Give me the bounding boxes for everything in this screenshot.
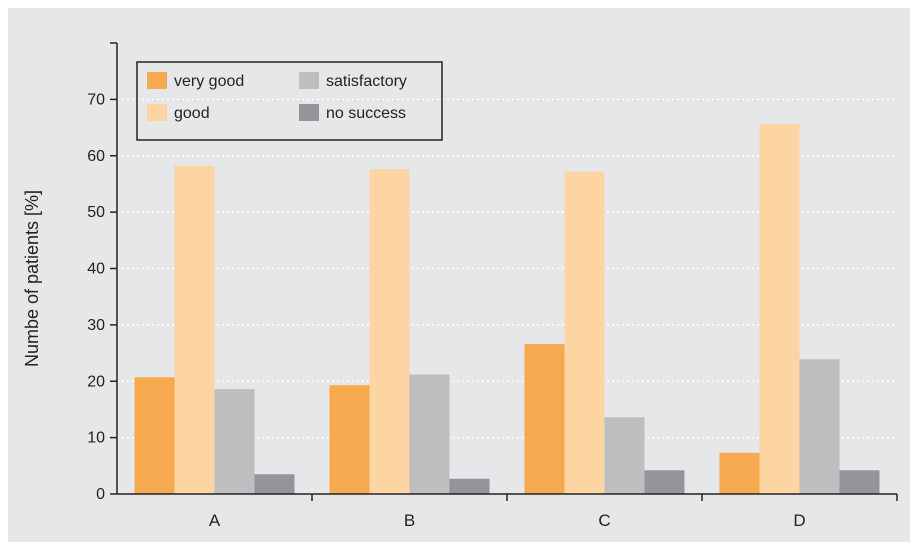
bars [134,124,880,495]
legend-swatch-very-good [147,72,167,89]
bar-B-no-success [449,478,490,494]
y-axis-ticks: 0 10 20 30 40 50 60 70 [87,42,117,503]
bar-D-very-good [719,452,760,494]
y-tick-label: 30 [87,317,105,334]
y-tick-label: 10 [87,430,105,447]
y-tick-label: 20 [87,373,105,390]
y-tick-label: 50 [87,204,105,221]
bar-C-very-good [524,344,565,494]
bar-A-no-success [254,474,295,494]
bar-D-no-success [839,470,880,494]
x-tick-label: D [793,511,805,530]
legend-label-satisfactory: satisfactory [326,73,407,90]
y-axis-title: Numbe of patients [%] [22,190,42,367]
bar-A-satisfactory [214,389,255,494]
bar-B-satisfactory [409,374,450,494]
legend: very good good satisfactory no success [136,61,443,141]
bar-A-very-good [134,377,175,494]
legend-swatch-no-success [299,104,319,121]
bar-D-satisfactory [799,359,840,494]
y-tick-label: 70 [87,91,105,108]
gridlines [117,98,897,439]
y-tick-label: 40 [87,261,105,278]
x-axis-ticks: A B C D [209,494,898,530]
x-tick-label: A [209,511,221,530]
bar-B-good [369,169,410,494]
bar-chart: 0 10 20 30 40 50 60 70 A B C D Numbe of patients [… [22,42,898,530]
chart-panel: 0 10 20 30 40 50 60 70 A B C D Numbe of patients [… [8,8,910,542]
x-tick-label: C [598,511,610,530]
bar-B-very-good [329,385,370,494]
legend-box [136,61,443,141]
legend-label-no-success: no success [326,105,406,122]
bar-A-good [174,165,215,494]
legend-swatch-satisfactory [299,72,319,89]
bar-C-good [564,171,605,494]
y-tick-label: 0 [96,486,105,503]
bar-C-no-success [644,470,685,494]
bar-D-good [759,124,800,495]
y-tick-label: 60 [87,148,105,165]
legend-swatch-good [147,104,167,121]
legend-label-good: good [174,105,210,122]
legend-label-very-good: very good [174,73,244,90]
bar-C-satisfactory [604,417,645,494]
x-tick-label: B [404,511,415,530]
